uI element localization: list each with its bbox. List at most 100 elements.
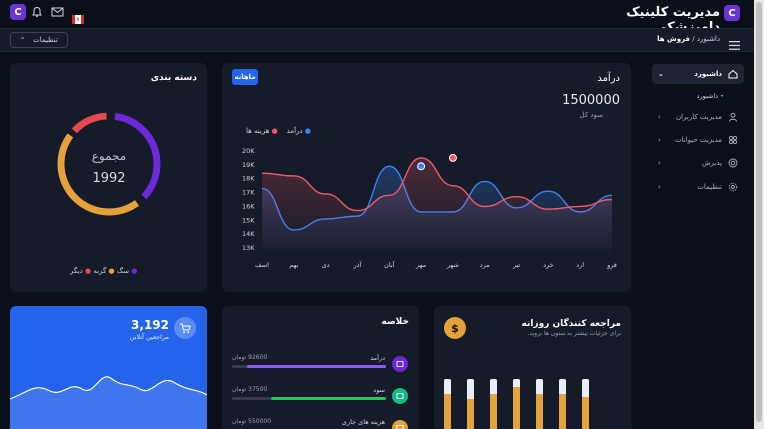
legend-item-other: ● دیگر (70, 267, 91, 275)
settings-button[interactable]: ^ تنظیمات (10, 32, 68, 48)
revenue-total: 1500000 (562, 93, 620, 108)
scrollbar-thumb[interactable] (756, 2, 762, 422)
x-tick-label: شهر (446, 261, 459, 269)
dot-icon: • (720, 92, 724, 100)
donut-center-label: مجموع (91, 149, 127, 163)
y-tick-label: 13K (242, 244, 255, 252)
sidebar-item-users[interactable]: مدیریت کاربران ‹ (652, 107, 744, 127)
chevron-left-icon: ‹ (658, 136, 661, 144)
top-bar: C مدیریت کلینیک دامپزشکی C (0, 0, 754, 35)
x-tick-label: دی (322, 261, 330, 269)
revenue-card: ماهانه درآمد 1500000 سود کل ● درآمد ● هز… (222, 63, 631, 292)
daily-visitors-title: مراجعه کنندگان روزانه (521, 319, 621, 329)
canada-flag-icon[interactable] (72, 9, 84, 28)
x-tick-label: آذر (353, 260, 363, 269)
sidebar-item-settings[interactable]: تنظیمات ‹ (652, 177, 744, 197)
sidebar-subitem-dashboard[interactable]: • داشبورد (660, 92, 724, 100)
daily-bar-top-segment (444, 379, 451, 394)
settings-button-label: تنظیمات (33, 36, 58, 44)
legend-item-expenses: ● هزینه ها (246, 127, 278, 135)
daily-bar[interactable] (467, 379, 474, 429)
daily-bar[interactable] (536, 379, 543, 429)
series-line[interactable] (261, 157, 613, 212)
legend-label: درآمد (286, 127, 303, 135)
daily-bar-top-segment (490, 379, 497, 394)
cart-icon (174, 317, 196, 339)
legend-dot-icon: ● (304, 127, 311, 135)
daily-bar-top-segment (559, 379, 566, 394)
tag-icon (392, 388, 408, 404)
app-brand-icon: C (724, 5, 740, 21)
series-area (262, 157, 612, 256)
revenue-total-label: سود کل (579, 111, 603, 119)
gear-icon (728, 182, 738, 192)
sidebar-item-label: تنظیمات (697, 183, 722, 191)
target-icon (728, 158, 738, 168)
receipt-icon (392, 420, 408, 429)
legend-label: سگ (116, 267, 129, 275)
sidebar-item-dashboard[interactable]: داشبورد ⌄ (652, 64, 744, 84)
revenue-title: درآمد (597, 73, 620, 84)
daily-visitors-card: $ مراجعه کنندگان روزانه برای جزئیات بیشت… (434, 306, 631, 429)
bell-icon[interactable] (31, 3, 43, 22)
breadcrumb-root[interactable]: داشبورد (696, 35, 720, 43)
legend-dot-icon: ● (85, 267, 92, 275)
summary-row-amount: 92600 تومان (232, 354, 268, 361)
donut-center-value: 1992 (92, 171, 126, 186)
daily-bar-top-segment (467, 379, 474, 399)
app-logo-icon[interactable]: C (10, 4, 26, 20)
revenue-chart: 20K 19K 18K 17K 16K 15K 14K 13K فرو ارد خرد تیر مرد ش… (242, 147, 617, 269)
revenue-legend: ● درآمد ● هزینه ها (246, 127, 311, 135)
monthly-toggle-button[interactable]: ماهانه (232, 69, 258, 85)
summary-row-label: درآمد (370, 354, 385, 362)
legend-item-dog: ● سگ (117, 267, 137, 275)
sidebar-item-animals[interactable]: مدیریت حیوانات ‹ (652, 130, 744, 150)
category-card: دسته بندی مجموع 1992 ● سگ ● گربه ● دیگر (10, 63, 207, 292)
hamburger-menu-icon[interactable] (729, 35, 740, 54)
online-visitors-sparkline (10, 376, 207, 429)
data-point-marker[interactable] (448, 153, 457, 162)
summary-progress-fill (247, 365, 386, 368)
legend-item-income: ● درآمد (287, 127, 311, 135)
daily-bar[interactable] (513, 379, 520, 429)
x-tick-label: خرد (543, 261, 554, 269)
legend-dot-icon: ● (108, 267, 115, 275)
daily-bar[interactable] (490, 379, 497, 429)
summary-card: خلاصه درآمد 92600 تومان سود 37500 تومان … (222, 306, 419, 429)
daily-bar-top-segment (536, 379, 543, 394)
daily-bar[interactable] (559, 379, 566, 429)
summary-row: سود 37500 تومان (222, 386, 419, 410)
summary-title: خلاصه (381, 317, 409, 327)
legend-label: هزینه ها (246, 127, 270, 135)
legend-item-cat: ● گربه (93, 267, 114, 275)
daily-bar[interactable] (582, 379, 589, 429)
donut-segment-cat[interactable] (57, 112, 161, 216)
sidebar-item-reception[interactable]: پذیرش ‹ (652, 153, 744, 173)
category-legend: ● سگ ● گربه ● دیگر (70, 267, 137, 275)
daily-bar[interactable] (444, 379, 451, 429)
x-tick-label: فرو (606, 261, 617, 269)
y-tick-label: 17K (242, 189, 255, 197)
breadcrumb-bar: ^ تنظیمات داشبورد / فروش ها (0, 28, 754, 52)
y-tick-label: 19K (242, 161, 255, 169)
online-visitors-value: 3,192 (131, 318, 169, 332)
sidebar-item-label: داشبورد (694, 70, 722, 78)
breadcrumb-current: فروش ها (657, 35, 691, 43)
donut-segment-dog[interactable] (57, 112, 161, 216)
y-tick-label: 20K (242, 147, 255, 155)
summary-row: درآمد 92600 تومان (222, 354, 419, 378)
paw-icon (728, 135, 738, 145)
sidebar-subitem-label: داشبورد (696, 92, 719, 100)
data-point-marker[interactable] (417, 162, 426, 171)
summary-row-amount: 37500 تومان (232, 386, 268, 393)
chevron-down-icon: ⌄ (658, 70, 664, 78)
wallet-icon (392, 356, 408, 372)
sidebar-item-label: پذیرش (702, 159, 722, 167)
x-tick-label: ارد (576, 261, 584, 269)
legend-label: دیگر (70, 267, 83, 275)
y-tick-label: 14K (242, 230, 255, 238)
mail-icon[interactable] (51, 3, 64, 22)
summary-row: هزینه های جاری 550000 تومان (222, 418, 419, 429)
chevron-left-icon: ‹ (658, 183, 661, 191)
online-visitors-card: 3,192 مراجعین آنلاین (10, 306, 207, 429)
